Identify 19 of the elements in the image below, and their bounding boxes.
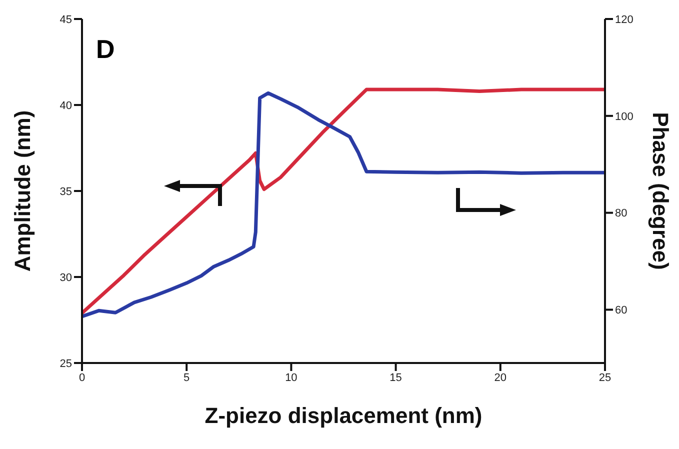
annotation: D <box>96 34 115 65</box>
y2-tick-label: 120 <box>615 14 634 26</box>
x-tick-label: 20 <box>494 372 507 384</box>
y2-axis-title: Phase (degree) <box>648 112 674 270</box>
y-tick-label: 45 <box>60 14 72 26</box>
x-tick-label: 15 <box>390 372 402 384</box>
y-axis-title: Amplitude (nm) <box>10 110 35 272</box>
y-tick-label: 30 <box>60 272 72 284</box>
y2-tick-label: 80 <box>615 208 628 220</box>
x-tick-label: 5 <box>184 372 190 384</box>
y-tick-label: 40 <box>60 100 72 112</box>
x-tick-label: 25 <box>598 372 612 384</box>
x-tick-label: 10 <box>285 372 298 384</box>
y-tick-label: 35 <box>60 186 72 198</box>
y-tick-label: 25 <box>60 358 72 370</box>
x-axis-title: Z-piezo displacement (nm) <box>204 403 482 428</box>
y2-tick-label: 100 <box>615 110 634 123</box>
x-tick-label: 0 <box>78 372 86 384</box>
y2-tick-label: 60 <box>615 304 628 317</box>
